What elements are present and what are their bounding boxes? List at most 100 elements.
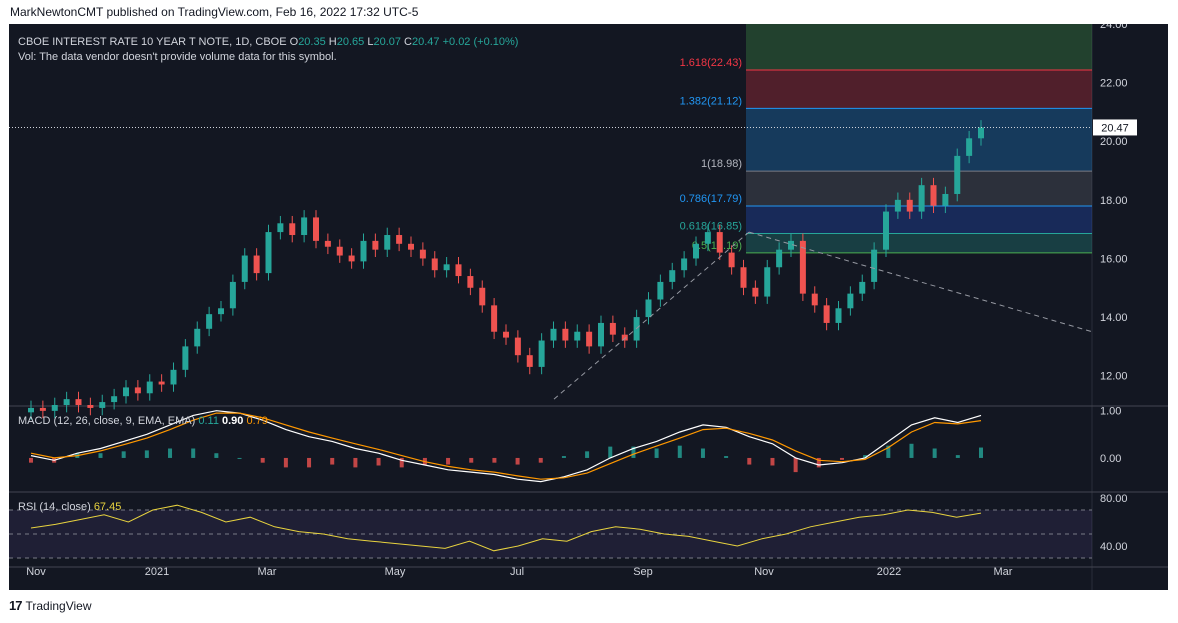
macd-legend: MACD (12, 26, close, 9, EMA, EMA) 0.11 0… [18, 415, 268, 427]
rsi-tick-label: 80.00 [1100, 493, 1128, 505]
candle [871, 249, 878, 282]
candle [859, 281, 866, 294]
candle [514, 337, 521, 356]
footer-brand[interactable]: 17 TradingView [9, 598, 92, 613]
price-tick-label: 18.00 [1100, 195, 1128, 207]
rsi-legend: RSI (14, close) 67.45 [18, 501, 121, 513]
symbol-name: CBOE INTEREST RATE 10 YEAR T NOTE, 1D, C… [18, 36, 287, 48]
volume-note: Vol: The data vendor doesn't provide vol… [18, 51, 337, 63]
chart-canvas[interactable]: 0.5(16.19)0.618(16.85)0.786(17.79)1(18.9… [9, 24, 1168, 590]
macd-histogram-bar [29, 457, 33, 463]
candle [621, 334, 628, 341]
candle [657, 281, 664, 300]
macd-histogram-bar [654, 448, 659, 458]
macd-histogram-bar [839, 457, 844, 460]
candle [716, 232, 723, 253]
candle [75, 399, 82, 405]
candle [954, 155, 961, 194]
candle [942, 193, 949, 206]
fib-label-1.618: 1.618(22.43) [680, 57, 742, 69]
macd-histogram-bar [283, 457, 288, 468]
candle [170, 369, 177, 385]
candle [87, 405, 94, 408]
macd-histogram-bar [561, 456, 566, 458]
macd-histogram-bar [260, 457, 265, 463]
fib-label-1: 1(18.98) [701, 158, 742, 170]
fib-zone [746, 70, 1092, 109]
candle [906, 199, 913, 212]
candle [669, 270, 676, 282]
fib-label-0.786: 0.786(17.79) [680, 193, 742, 205]
candle [586, 331, 593, 347]
candle [740, 267, 747, 288]
candle [930, 185, 937, 206]
candle [218, 308, 224, 315]
candle [479, 287, 486, 306]
candle [313, 217, 319, 241]
macd-label: MACD (12, 26, close, 9, EMA, EMA) [18, 415, 196, 427]
price-tick-label: 12.00 [1100, 371, 1128, 383]
open-label: O [289, 36, 299, 48]
rsi-label: RSI (14, close) [18, 501, 91, 513]
candle [206, 314, 213, 329]
candle [277, 223, 284, 233]
price-legend: CBOE INTEREST RATE 10 YEAR T NOTE, 1D, C… [18, 35, 518, 65]
macd-histogram-bar [608, 446, 613, 458]
candle [229, 281, 236, 309]
time-tick-label: Mar [258, 566, 277, 578]
candle [39, 407, 46, 411]
candle [538, 340, 545, 367]
price-tick-label: 22.00 [1100, 78, 1128, 90]
open-value: 20.35 [298, 36, 326, 48]
macd-histogram-bar [446, 457, 451, 465]
price-tick-label: 16.00 [1100, 253, 1128, 265]
candle [799, 240, 806, 294]
macd-histogram-bar [816, 457, 821, 468]
candle [574, 331, 581, 341]
candle [550, 328, 557, 341]
candle [681, 258, 688, 271]
macd-histogram-bar [631, 446, 636, 458]
macd-line-value: 0.90 [222, 415, 244, 427]
macd-histogram-bar [330, 457, 335, 465]
chart-frame[interactable]: 0.5(16.19)0.618(16.85)0.786(17.79)1(18.9… [9, 24, 1168, 590]
macd-histogram-bar [121, 451, 126, 458]
candle [265, 232, 272, 274]
rsi-line [30, 504, 982, 552]
candle [253, 255, 260, 274]
high-value: 20.65 [336, 36, 365, 48]
candle [811, 293, 818, 306]
candle [134, 387, 141, 394]
macd-histogram-bar [886, 445, 891, 458]
macd-histogram-bar [353, 457, 358, 468]
last-price-label: 20.47 [1101, 122, 1129, 134]
candle [111, 396, 118, 403]
candle [847, 293, 854, 309]
macd-signal-value: 0.79 [246, 415, 268, 427]
low-value: 20.07 [373, 36, 401, 48]
candle [241, 255, 248, 282]
candle [51, 405, 58, 411]
symbol-ohlc-line: CBOE INTEREST RATE 10 YEAR T NOTE, 1D, C… [18, 35, 518, 50]
candle [728, 252, 735, 268]
candle [431, 258, 438, 271]
macd-histogram-bar [376, 457, 381, 466]
candle [146, 381, 153, 394]
time-tick-label: 2022 [877, 566, 901, 578]
candle [123, 387, 129, 397]
macd-line [30, 410, 982, 483]
candle [372, 240, 379, 250]
macd-hist-value: 0.11 [198, 415, 219, 427]
high-label: H [328, 36, 337, 48]
rsi-band [9, 510, 1092, 558]
macd-histogram-bar [700, 448, 705, 458]
macd-histogram-bar [307, 457, 312, 468]
macd-histogram-bar [399, 457, 404, 468]
candle [419, 249, 426, 259]
trendline-down [748, 231, 1093, 333]
publish-header: MarkNewtonCMT published on TradingView.c… [10, 5, 419, 19]
macd-histogram-bar [98, 453, 103, 458]
macd-histogram-bar [770, 457, 775, 466]
candle [336, 246, 343, 256]
candle [598, 322, 604, 347]
